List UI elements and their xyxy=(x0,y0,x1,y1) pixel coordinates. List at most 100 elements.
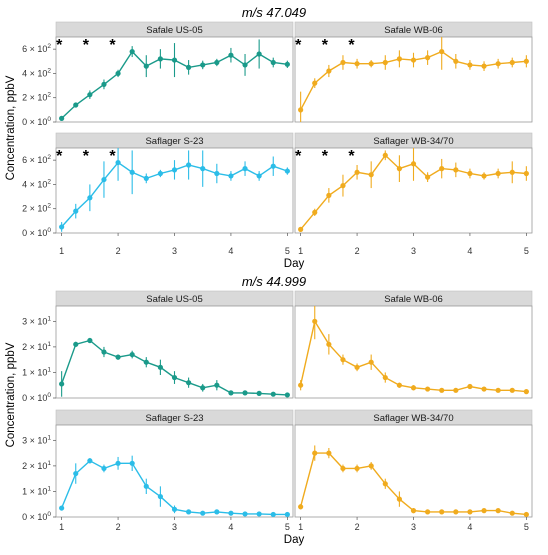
x-tick-label: 1 xyxy=(298,522,303,532)
data-point xyxy=(326,341,332,347)
data-point xyxy=(523,389,529,395)
y-tick-exponent: 0 xyxy=(47,227,51,234)
y-tick-exponent: 1 xyxy=(47,460,51,467)
x-tick-label: 3 xyxy=(411,246,416,256)
data-point xyxy=(186,509,192,515)
y-tick-base: 0 × 10 xyxy=(22,393,47,403)
panel-strip-label: Safale US-05 xyxy=(146,294,203,305)
data-point xyxy=(73,341,79,347)
data-point xyxy=(425,174,431,180)
data-point xyxy=(382,59,388,66)
data-point xyxy=(298,226,304,232)
data-point xyxy=(523,170,529,177)
data-point xyxy=(298,382,304,388)
data-point xyxy=(467,509,473,515)
data-point xyxy=(256,511,262,517)
data-point xyxy=(425,509,431,515)
data-point xyxy=(382,152,388,158)
data-point xyxy=(101,176,107,183)
data-point xyxy=(157,56,163,62)
data-point xyxy=(101,465,107,472)
data-point xyxy=(326,450,332,456)
data-point xyxy=(410,508,417,514)
data-point xyxy=(270,511,276,518)
data-point xyxy=(354,364,360,370)
data-point xyxy=(509,387,515,393)
data-point xyxy=(228,390,234,396)
panel-area xyxy=(294,36,533,123)
data-point xyxy=(73,470,79,477)
data-point xyxy=(439,166,445,172)
data-point xyxy=(495,170,501,177)
data-point xyxy=(87,458,93,464)
data-point xyxy=(284,392,290,398)
y-tick-base: 3 × 10 xyxy=(22,316,47,326)
y-tick-label: 0 × 100 xyxy=(22,511,51,522)
data-point xyxy=(157,170,163,177)
data-point xyxy=(129,48,135,55)
x-tick-label: 3 xyxy=(411,522,416,532)
data-point xyxy=(228,173,234,179)
data-point xyxy=(368,61,374,67)
x-tick-label: 5 xyxy=(524,522,529,532)
y-tick-exponent: 0 xyxy=(47,511,51,518)
data-point xyxy=(298,504,304,510)
data-point xyxy=(228,52,234,58)
data-point xyxy=(87,195,93,201)
data-point xyxy=(270,163,276,169)
data-point xyxy=(87,92,93,98)
data-point xyxy=(481,63,487,69)
y-tick-base: 1 × 10 xyxy=(22,486,47,496)
x-tick-label: 5 xyxy=(285,522,290,532)
x-tick-label: 4 xyxy=(467,522,472,532)
data-point xyxy=(326,192,332,198)
y-tick-exponent: 1 xyxy=(47,485,51,492)
data-point xyxy=(340,465,346,472)
panel-area xyxy=(294,305,533,399)
data-point xyxy=(143,359,149,365)
block-title: m/s 47.049 xyxy=(242,5,306,20)
y-tick-exponent: 2 xyxy=(47,43,51,50)
data-point xyxy=(326,68,332,74)
data-point xyxy=(495,387,501,393)
y-tick-base: 1 × 10 xyxy=(22,367,47,377)
panel-area xyxy=(55,305,294,399)
data-point xyxy=(214,382,220,388)
y-tick-label: 6 × 102 xyxy=(22,154,51,165)
y-tick-base: 4 × 10 xyxy=(22,68,47,78)
y-tick-base: 6 × 10 xyxy=(22,155,47,165)
data-point xyxy=(284,168,290,174)
block-title: m/s 44.999 xyxy=(242,274,306,289)
y-tick-label: 4 × 102 xyxy=(22,178,51,189)
data-point xyxy=(354,169,360,175)
data-point xyxy=(368,463,374,469)
data-point xyxy=(340,183,346,189)
data-point xyxy=(214,170,220,177)
data-point xyxy=(143,483,149,489)
data-point xyxy=(129,460,135,466)
data-point xyxy=(396,166,402,172)
data-point xyxy=(242,390,248,396)
data-point xyxy=(115,159,121,166)
y-tick-base: 0 × 10 xyxy=(22,228,47,238)
data-point xyxy=(101,81,107,87)
y-tick-label: 2 × 102 xyxy=(22,203,51,214)
panel-1-4: Saflager WB-34/70 1 2 3 4 5 * * * xyxy=(294,132,533,256)
y-tick-exponent: 2 xyxy=(47,92,51,99)
data-point xyxy=(467,383,473,390)
data-point xyxy=(115,354,121,360)
x-tick-label: 4 xyxy=(467,246,472,256)
x-tick-label: 4 xyxy=(228,246,233,256)
data-point xyxy=(410,57,417,63)
data-point xyxy=(481,386,487,392)
data-point xyxy=(312,209,318,215)
y-tick-base: 2 × 10 xyxy=(22,342,47,352)
chart-block-2: m/s 44.999 Concentration, ppbV Safale US-0… xyxy=(5,274,533,546)
data-point xyxy=(312,318,318,324)
data-point xyxy=(439,509,445,515)
y-tick-base: 2 × 10 xyxy=(22,93,47,103)
y-axis-title: Concentration, ppbV xyxy=(5,342,17,447)
data-point xyxy=(200,385,206,391)
